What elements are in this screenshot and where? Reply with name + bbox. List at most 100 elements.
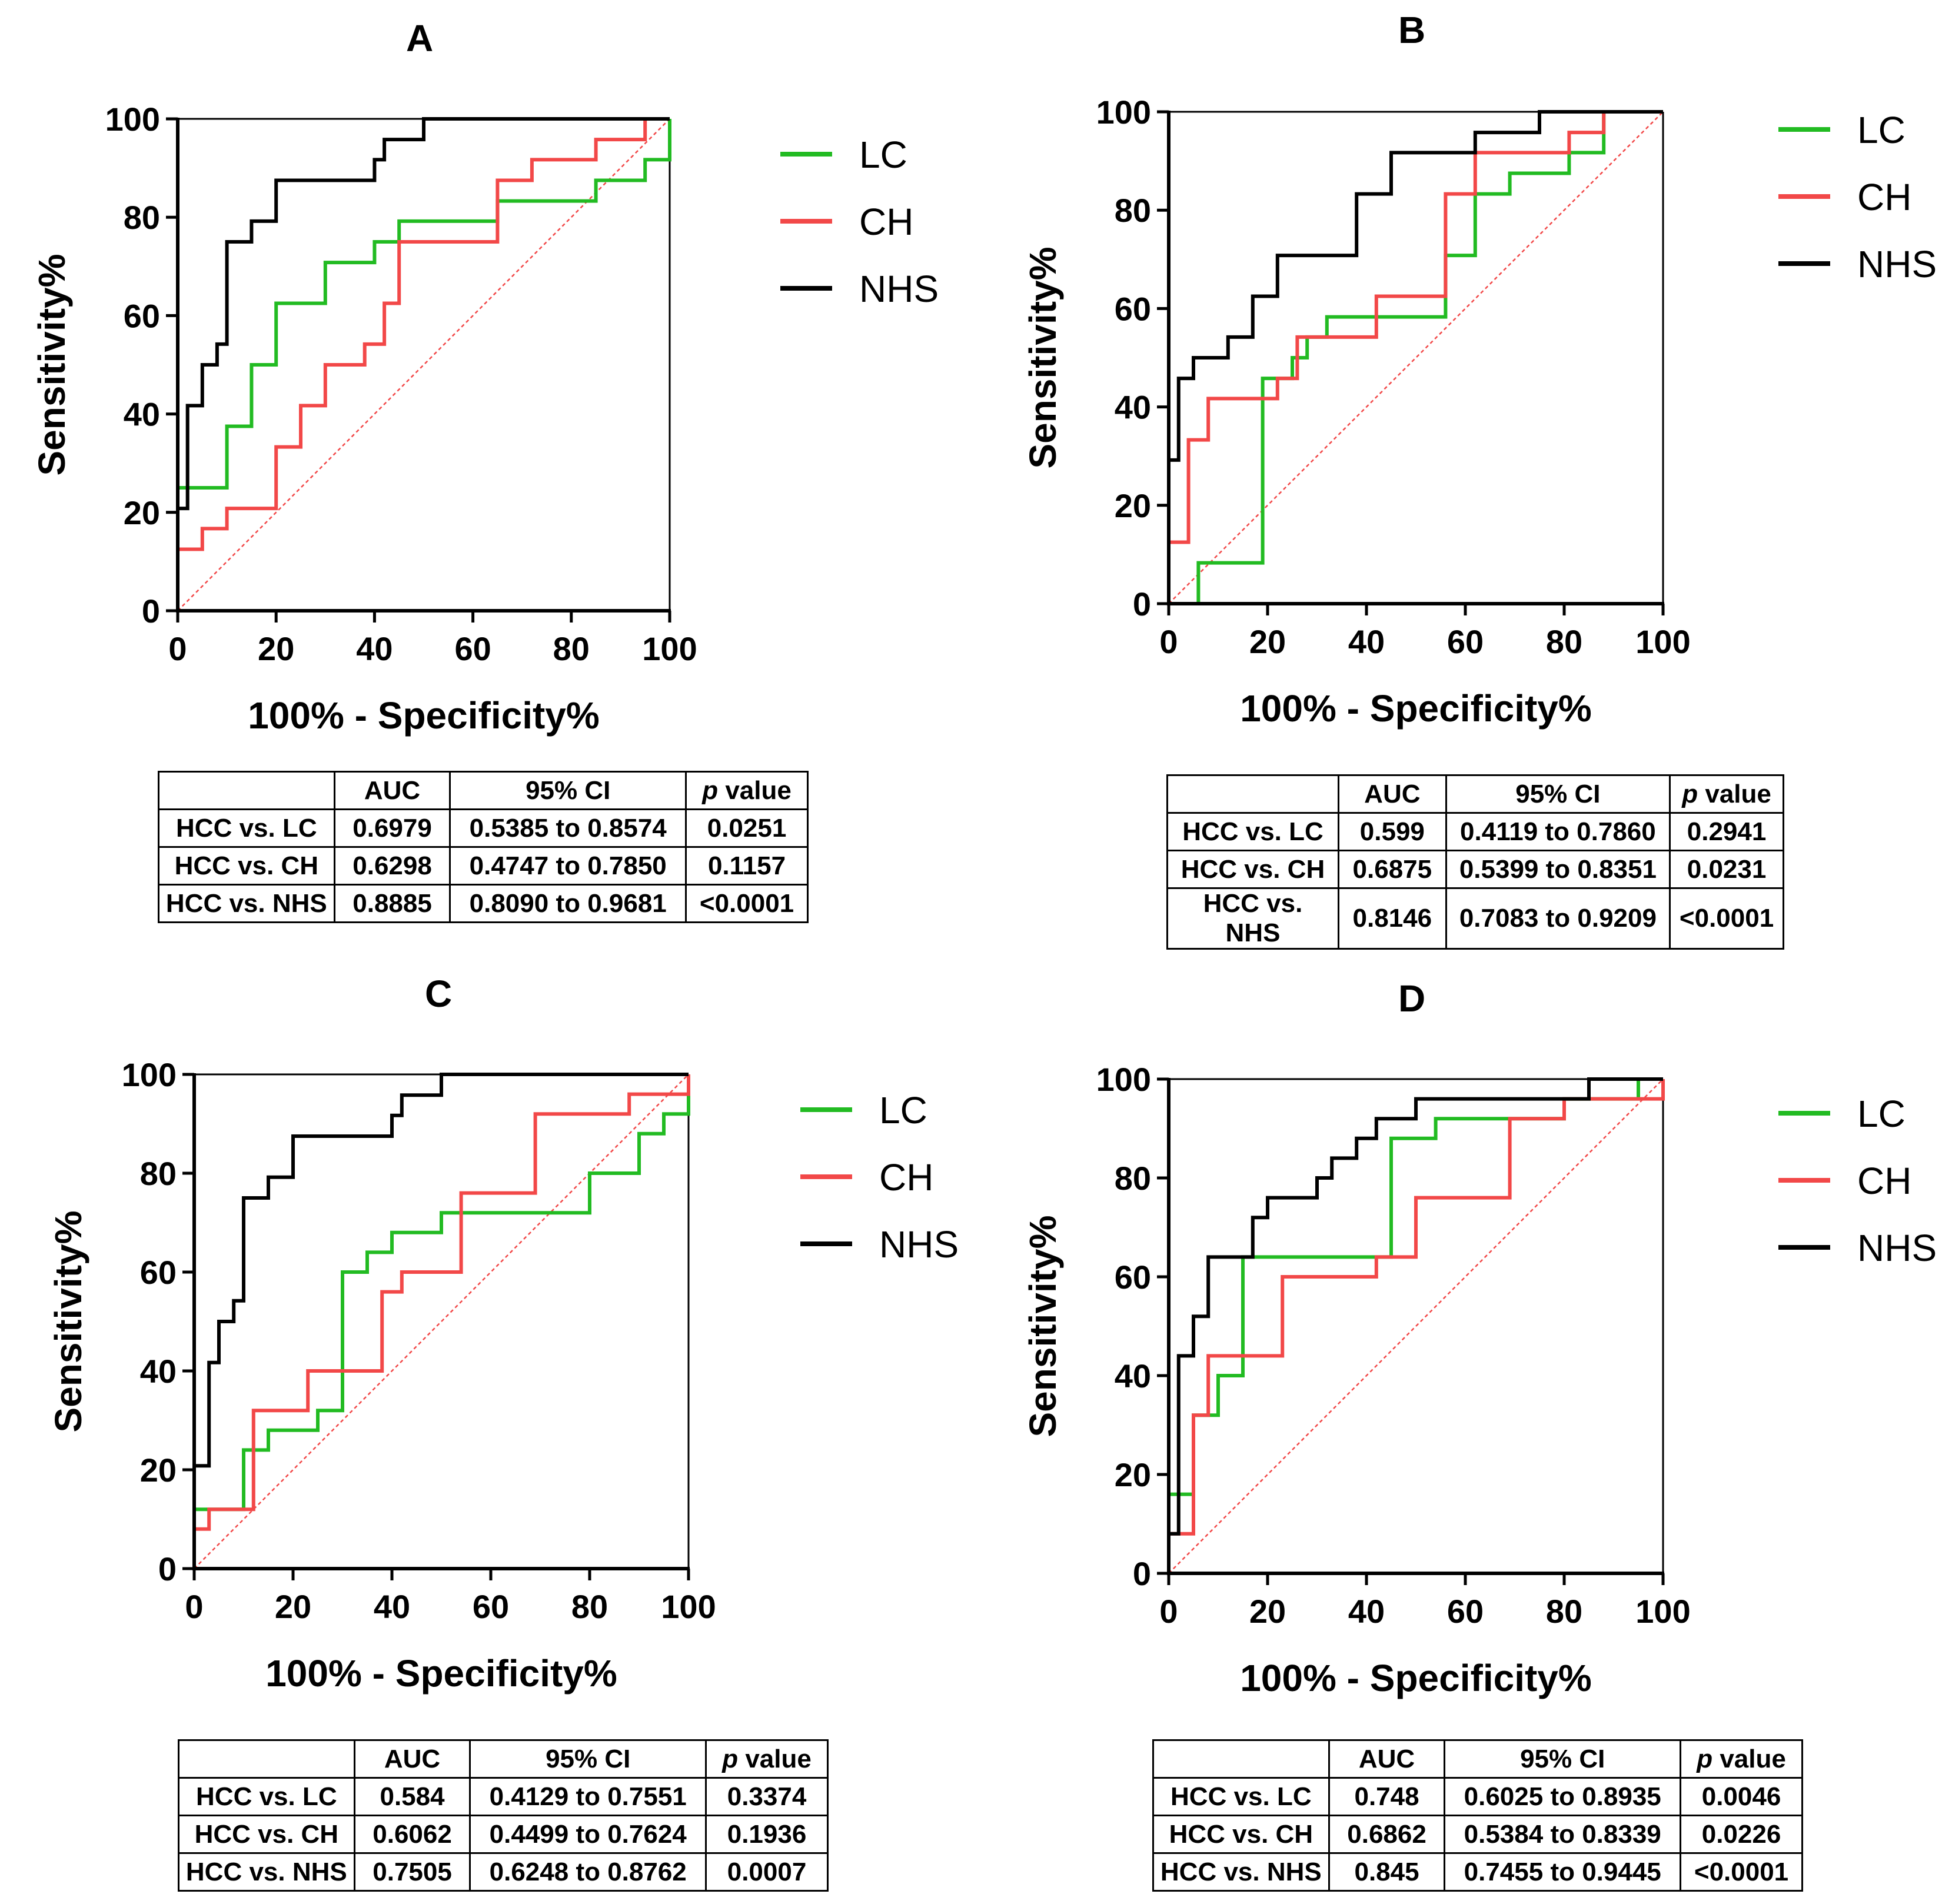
table-cell: 0.6979 <box>333 808 451 848</box>
x-tick-label: 60 <box>473 1588 509 1625</box>
table-header-auc: AUC <box>353 1739 471 1779</box>
table-cell: 0.7505 <box>353 1852 471 1892</box>
table-cell: 0.1936 <box>705 1815 829 1854</box>
table-row: HCC vs. CH 0.6062 0.4499 to 0.7624 0.193… <box>178 1815 829 1854</box>
table-header-auc: AUC <box>1337 774 1447 814</box>
table-cell: HCC vs. NHS <box>178 1852 355 1892</box>
legend-item-nhs: NHS <box>1778 240 1942 287</box>
table-header-auc: AUC <box>333 771 451 810</box>
x-tick-label: 80 <box>1546 623 1582 660</box>
y-tick-label: 40 <box>1115 1357 1151 1394</box>
y-tick-label: 40 <box>140 1353 177 1390</box>
table-cell: 0.4119 to 0.7860 <box>1445 812 1671 851</box>
x-tick-label: 100 <box>1635 623 1690 660</box>
table-cell: 0.7455 to 0.9445 <box>1444 1852 1682 1892</box>
table-row: HCC vs. LC 0.748 0.6025 to 0.8935 0.0046 <box>1152 1777 1803 1816</box>
roc-curve-nhs <box>176 117 670 611</box>
y-tick-label: 20 <box>124 494 160 531</box>
legend-swatch-lc <box>1778 1111 1830 1116</box>
table-header-row: AUC 95% CI p value <box>158 771 809 810</box>
legend-item-lc: LC <box>1778 1090 1942 1137</box>
table-cell: <0.0001 <box>1680 1852 1803 1892</box>
legend-label-lc: LC <box>1857 1093 1906 1135</box>
table-cell: HCC vs. LC <box>178 1777 355 1816</box>
y-tick-label: 0 <box>158 1550 177 1587</box>
reference-diagonal <box>1168 111 1664 604</box>
table-cell: 0.0046 <box>1680 1777 1803 1816</box>
table-header-p: p value <box>685 771 809 810</box>
legend-item-nhs: NHS <box>1778 1224 1942 1271</box>
x-tick-label: 0 <box>1159 1593 1178 1630</box>
roc-panel-d: 0 20 40 60 80 100 0 20 40 60 80 100 100% - Specifici… <box>1022 1061 1691 1699</box>
y-tick-label: 80 <box>124 199 160 236</box>
roc-panel-c: 0 20 40 60 80 100 0 20 40 60 80 100 100% - Specifici… <box>47 1056 716 1695</box>
p-italic: p <box>1697 1744 1713 1773</box>
roc-curve-ch <box>176 117 670 611</box>
table-cell: 0.599 <box>1337 812 1447 851</box>
table-cell: 0.6862 <box>1328 1815 1446 1854</box>
table-cell: 0.4499 to 0.7624 <box>469 1815 707 1854</box>
table-cell: HCC vs. CH <box>1166 850 1339 889</box>
legend-swatch-ch <box>780 219 832 224</box>
table-row: HCC vs. LC 0.584 0.4129 to 0.7551 0.3374 <box>178 1777 829 1816</box>
x-tick-label: 0 <box>1159 623 1178 660</box>
table-cell: 0.2941 <box>1669 812 1784 851</box>
y-axis-title: Sensitivity% <box>1022 247 1064 468</box>
table-cell: 0.748 <box>1328 1777 1446 1816</box>
y-tick-label: 80 <box>1115 1160 1151 1197</box>
legend-label-nhs: NHS <box>1857 243 1937 285</box>
y-tick-label: 60 <box>140 1254 177 1291</box>
p-value-word: value <box>1705 779 1771 808</box>
y-tick-label: 80 <box>1115 192 1151 229</box>
table-header-cell <box>1152 1739 1330 1779</box>
auc-table-b: AUC 95% CI p value HCC vs. LC 0.599 0.41… <box>1166 774 1784 950</box>
panel-c-title: C <box>425 973 453 1015</box>
panel-d-title: D <box>1398 977 1426 1020</box>
legend-swatch-nhs <box>1778 261 1830 266</box>
table-row: HCC vs. LC 0.6979 0.5385 to 0.8574 0.025… <box>158 808 809 848</box>
y-tick-label: 100 <box>105 101 160 138</box>
x-tick-label: 0 <box>168 630 187 667</box>
roc-curve-ch <box>1167 110 1663 604</box>
roc-curve-lc <box>192 1074 690 1569</box>
table-header-ci: 95% CI <box>1444 1739 1682 1779</box>
x-tick-label: 60 <box>1447 623 1484 660</box>
table-cell: HCC vs. NHS <box>1152 1852 1330 1892</box>
x-axis-title: 100% - Specificity% <box>265 1652 617 1695</box>
y-tick-label: 40 <box>124 396 160 433</box>
table-cell: 0.0226 <box>1680 1815 1803 1854</box>
table-row: HCC vs. CH 0.6862 0.5384 to 0.8339 0.022… <box>1152 1815 1803 1854</box>
table-cell: 0.5385 to 0.8574 <box>449 808 687 848</box>
table-header-row: AUC 95% CI p value <box>178 1739 829 1779</box>
panel-b-title: B <box>1398 9 1426 51</box>
legend-item-nhs: NHS <box>780 265 1016 312</box>
x-tick-label: 20 <box>275 1588 311 1625</box>
table-header-row: AUC 95% CI p value <box>1152 1739 1803 1779</box>
table-header-row: AUC 95% CI p value <box>1166 774 1784 814</box>
table-header-ci: 95% CI <box>449 771 687 810</box>
table-header-auc: AUC <box>1328 1739 1446 1779</box>
table-cell: <0.0001 <box>1669 887 1784 950</box>
legend-label-lc: LC <box>1857 109 1906 151</box>
x-tick-label: 20 <box>258 630 294 667</box>
roc-curve-nhs <box>1167 110 1663 604</box>
table-row: HCC vs. NHS 0.7505 0.6248 to 0.8762 0.00… <box>178 1852 829 1892</box>
legend-label-ch: CH <box>859 201 914 243</box>
x-tick-label: 40 <box>356 630 393 667</box>
table-cell: 0.8885 <box>333 884 451 923</box>
roc-curve-ch <box>192 1074 690 1569</box>
y-tick-label: 40 <box>1115 389 1151 426</box>
legend-label-nhs: NHS <box>879 1223 959 1266</box>
roc-panel-a: 0 20 40 60 80 100 0 20 40 60 80 100 100% - Specifici… <box>31 101 697 737</box>
x-tick-label: 20 <box>1249 1593 1286 1630</box>
legend-item-nhs: NHS <box>800 1220 1036 1267</box>
legend-swatch-nhs <box>800 1241 852 1246</box>
table-cell: HCC vs. NHS <box>1166 887 1339 950</box>
x-tick-label: 0 <box>185 1588 203 1625</box>
auc-table-d: AUC 95% CI p value HCC vs. LC 0.748 0.60… <box>1152 1739 1803 1892</box>
y-tick-label: 0 <box>1133 585 1151 623</box>
table-cell: HCC vs. LC <box>1166 812 1339 851</box>
table-cell: HCC vs. LC <box>158 808 335 848</box>
table-cell: 0.0007 <box>705 1852 829 1892</box>
x-tick-label: 40 <box>1348 1593 1385 1630</box>
